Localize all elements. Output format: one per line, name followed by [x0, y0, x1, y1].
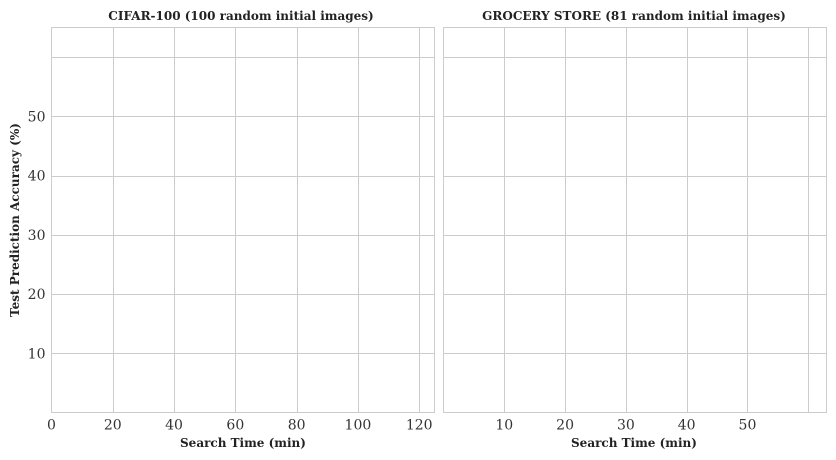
- plot-area: [443, 27, 827, 413]
- x-tick-labels: 0 20 40 60 80 100 120: [47, 418, 433, 434]
- x-tick-label: 10: [495, 418, 513, 434]
- x-tick-label: 30: [617, 418, 635, 434]
- y-tick-label: 50: [28, 109, 46, 125]
- plot-area: [51, 27, 435, 413]
- x-tick-labels: 10 20 30 40 50: [495, 418, 756, 434]
- x-axis-label: Search Time (min): [180, 436, 306, 450]
- y-tick-labels: 10 20 30 40 50: [28, 109, 46, 362]
- x-tick-label: 20: [104, 418, 122, 434]
- y-tick-label: 10: [28, 346, 46, 362]
- y-axis-label: Test Prediction Accuracy (%): [8, 123, 22, 317]
- x-tick-label: 120: [406, 418, 433, 434]
- chart-title: CIFAR-100 (100 random initial images): [108, 9, 373, 23]
- x-tick-label: 80: [288, 418, 306, 434]
- y-tick-label: 40: [28, 169, 46, 185]
- y-tick-label: 30: [28, 228, 46, 244]
- x-tick-label: 20: [556, 418, 574, 434]
- cifar100-panel: 0 20 40 60 80 100 120 10 20 30 40 50 CIFAR-100 (10…: [8, 9, 435, 450]
- x-tick-label: 100: [345, 418, 372, 434]
- gridlines: [443, 27, 827, 413]
- y-tick-label: 20: [28, 287, 46, 303]
- x-tick-label: 40: [165, 418, 183, 434]
- x-tick-label: 40: [678, 418, 696, 434]
- chart-title: GROCERY STORE (81 random initial images): [482, 9, 786, 23]
- x-tick-label: 50: [739, 418, 757, 434]
- grocery-store-panel: 10 20 30 40 50 GROCERY STORE (81 random init…: [443, 9, 827, 450]
- x-tick-label: 0: [47, 418, 56, 434]
- x-tick-label: 60: [226, 418, 244, 434]
- gridlines: [51, 27, 435, 413]
- x-axis-label: Search Time (min): [571, 436, 697, 450]
